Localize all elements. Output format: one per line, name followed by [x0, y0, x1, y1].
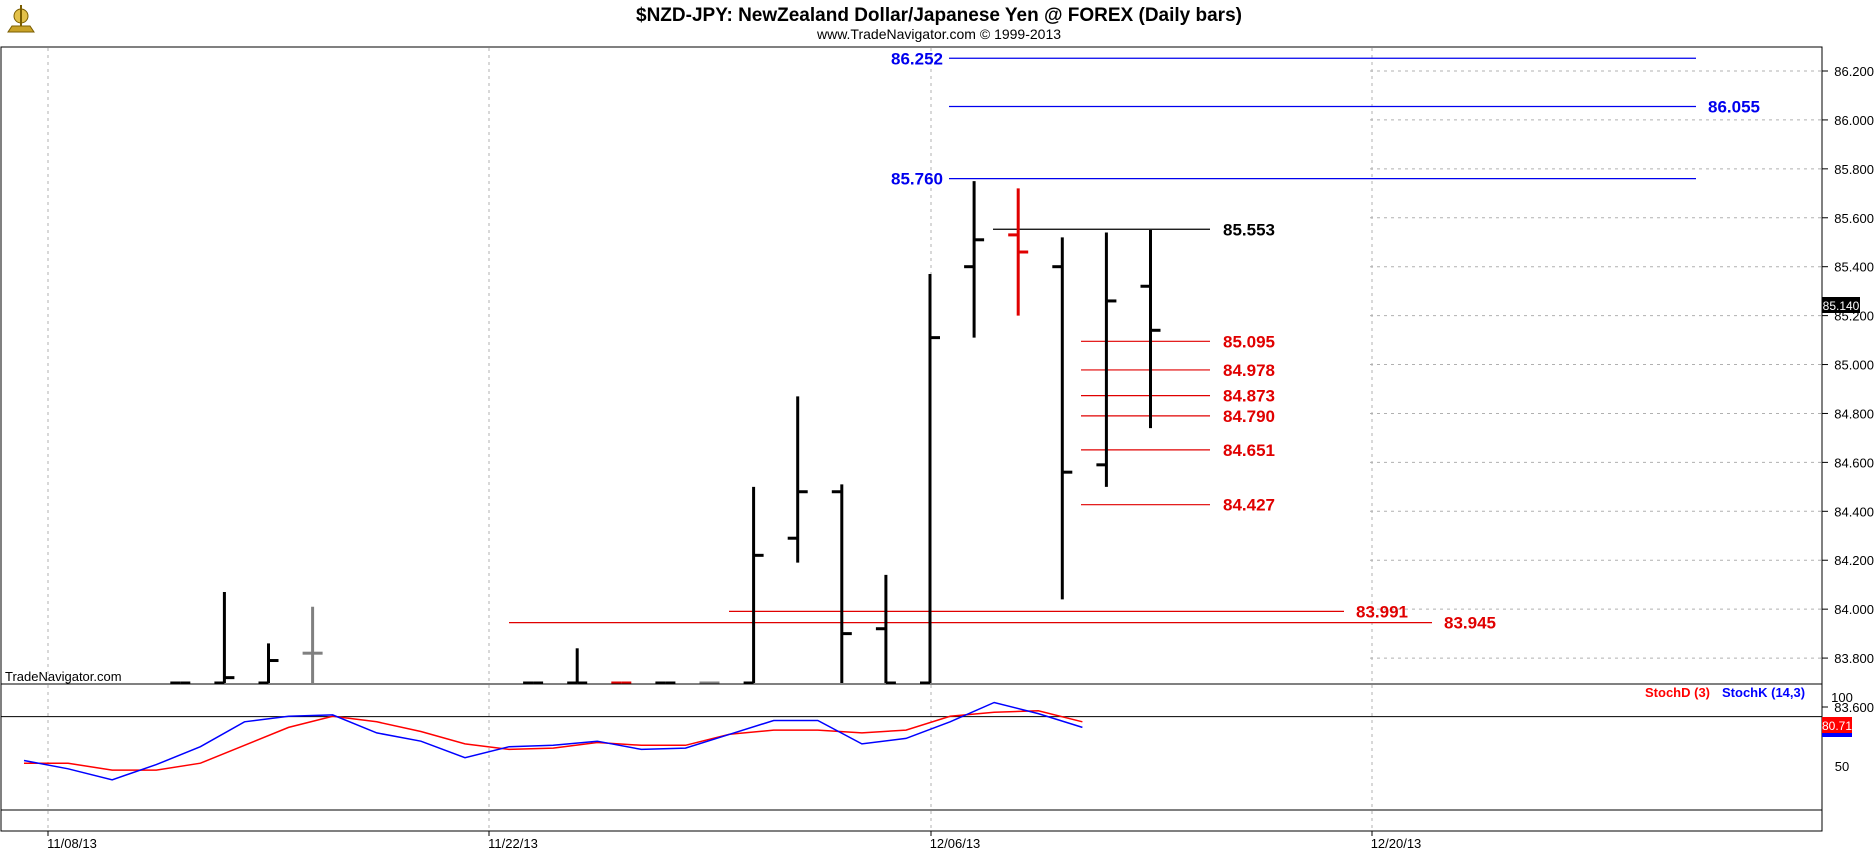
ohlc-bar-18	[1140, 230, 1161, 429]
ohlc-bar-16	[1052, 237, 1073, 600]
last-price-label: 85.140	[1823, 299, 1860, 313]
support-label-7: 83.945	[1444, 614, 1496, 633]
price-axis-tick-7: 84.800	[1834, 406, 1874, 421]
stochastic-panel-frame	[0, 683, 1823, 832]
last-price-marker: 85.140	[1822, 297, 1860, 313]
date-tick-3: 12/20/13	[1371, 836, 1422, 851]
stoch-series-1	[23, 701, 1083, 781]
stoch-axis-tick-0: 100	[1831, 690, 1853, 705]
ohlc-bar-2	[258, 643, 279, 685]
support-label-2: 84.873	[1223, 387, 1275, 406]
support-label-6: 83.991	[1356, 602, 1408, 621]
date-tick-2: 12/06/13	[930, 836, 981, 851]
price-axis-tick-2: 85.800	[1834, 162, 1874, 177]
price-grid	[47, 48, 1822, 708]
date-tick-1: 11/22/13	[488, 836, 538, 851]
stochastic-lines	[23, 701, 1083, 781]
price-panel-frame	[0, 46, 1823, 685]
price-axis-tick-8: 84.600	[1834, 455, 1874, 470]
ohlc-bar-1	[214, 592, 235, 685]
support-label-1: 84.978	[1223, 361, 1275, 380]
ohlc-bar-5	[567, 648, 588, 685]
date-tick-0: 11/08/13	[47, 836, 97, 851]
ohlc-bar-12	[875, 574, 896, 685]
price-axis-tick-3: 85.600	[1834, 211, 1874, 226]
price-axis-tick-10: 84.200	[1834, 553, 1874, 568]
support-label-3: 84.790	[1223, 407, 1275, 426]
stochastic-axis: 100 50	[1831, 690, 1853, 774]
chart-subtitle: www.TradeNavigator.com © 1999-2013	[816, 26, 1061, 42]
date-axis: 11/08/13 11/22/13 12/06/13 12/20/13	[47, 831, 1421, 851]
logo	[4, 4, 38, 38]
ohlc-bar-3	[302, 606, 323, 683]
price-axis: 86.20086.00085.80085.60085.40085.20085.0…	[1822, 64, 1874, 715]
ohlc-bar-11	[831, 484, 852, 683]
stochastic-grid	[1, 685, 1822, 830]
price-panel: 86.252 86.055 85.760 85.553 85.095 84.978 84.8…	[0, 46, 1874, 729]
legend-stochd: StochD (3)	[1645, 685, 1710, 700]
chart-title: $NZD-JPY: NewZealand Dollar/Japanese Yen…	[636, 5, 1242, 26]
stoch-series-0	[24, 710, 1083, 771]
black-level-label-0: 85.553	[1223, 220, 1275, 239]
legend-stochk: StochK (14,3)	[1722, 685, 1805, 700]
price-axis-tick-13: 83.600	[1834, 700, 1874, 715]
ohlc-bar-9	[743, 486, 764, 685]
price-axis-tick-1: 86.000	[1834, 113, 1874, 128]
support-label-4: 84.651	[1223, 441, 1275, 460]
price-axis-tick-4: 85.400	[1834, 260, 1874, 275]
support-label-5: 84.427	[1223, 496, 1275, 515]
resistance-label-1: 86.055	[1708, 97, 1760, 116]
price-axis-tick-11: 84.000	[1834, 602, 1874, 617]
support-label-0: 85.095	[1223, 332, 1275, 351]
price-axis-tick-0: 86.200	[1834, 64, 1874, 79]
stoch-last-label: 80.71	[1822, 719, 1852, 733]
stochastic-panel: 100 50 StochD (3) StochK (14,3) 80.71	[0, 683, 1853, 832]
ohlc-bar-15	[1008, 188, 1029, 316]
resistance-label-0: 86.252	[891, 49, 943, 68]
resistance-label-2: 85.760	[891, 170, 943, 189]
price-axis-tick-9: 84.400	[1834, 504, 1874, 519]
ohlc-bar-13	[920, 274, 940, 685]
stoch-last-box-blue	[1822, 733, 1852, 737]
stoch-last-marker: 80.71	[1822, 717, 1852, 737]
ohlc-bar-14	[964, 181, 985, 338]
ohlc-bars	[170, 181, 1161, 685]
last-price-box	[1822, 297, 1860, 313]
stoch-last-box	[1822, 717, 1852, 733]
stoch-axis-tick-1: 50	[1835, 759, 1849, 774]
watermark: TradeNavigator.com	[5, 669, 122, 684]
price-axis-tick-6: 85.000	[1834, 358, 1874, 373]
ohlc-bar-10	[787, 396, 808, 563]
price-axis-tick-12: 83.800	[1834, 651, 1874, 666]
ohlc-bar-17	[1096, 232, 1117, 487]
